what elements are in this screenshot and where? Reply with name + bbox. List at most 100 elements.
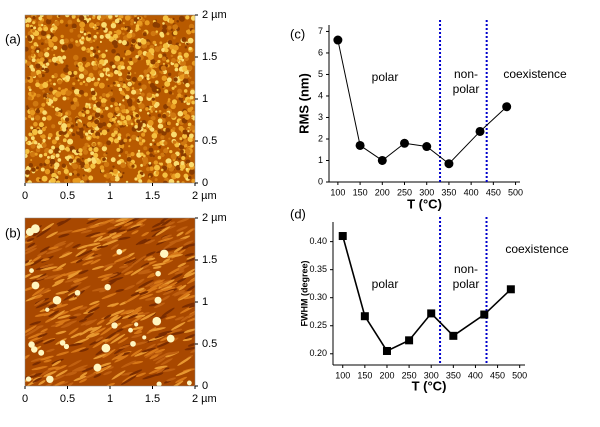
grain	[163, 148, 169, 154]
streak	[121, 360, 137, 368]
grain	[41, 102, 46, 107]
grain	[100, 97, 107, 104]
grain	[75, 102, 80, 107]
grain	[33, 26, 37, 30]
grain	[55, 136, 60, 141]
grain	[25, 136, 28, 142]
grain	[171, 58, 176, 63]
grain	[185, 82, 190, 88]
grain	[178, 43, 182, 47]
grain	[73, 88, 80, 95]
streak	[25, 260, 30, 265]
streak	[110, 272, 123, 279]
streak	[69, 316, 78, 320]
grain	[64, 111, 69, 116]
streak	[176, 231, 184, 237]
x-tick-label: 350	[446, 370, 461, 380]
grain	[166, 101, 172, 107]
grain	[34, 141, 38, 145]
grain	[159, 41, 163, 45]
grain	[38, 73, 43, 78]
streak	[118, 344, 131, 350]
grain	[131, 89, 137, 95]
streak	[169, 380, 184, 386]
streak	[135, 372, 147, 378]
grain	[25, 153, 28, 159]
y-tick-label: 1	[318, 155, 323, 165]
annotation: coexistence	[503, 67, 567, 81]
grain	[127, 106, 132, 111]
x-tick-label: 200	[375, 187, 390, 197]
streak	[78, 318, 88, 323]
grain	[166, 147, 170, 150]
streak	[131, 326, 144, 331]
grain	[182, 65, 188, 72]
grain	[36, 93, 40, 98]
streak	[31, 287, 45, 297]
streak	[36, 275, 49, 281]
grain	[83, 92, 88, 97]
x-tick-label: 350	[441, 187, 456, 197]
streak	[186, 255, 195, 260]
grain	[44, 67, 48, 72]
streak	[65, 241, 74, 248]
grain	[186, 29, 192, 35]
streak	[130, 348, 143, 357]
grain	[131, 164, 135, 168]
grain	[161, 130, 167, 136]
y-tick-label: 1.5	[202, 254, 217, 266]
grain	[58, 150, 61, 153]
streak	[124, 285, 135, 291]
grain	[154, 164, 160, 171]
y-tick-label: 0.20	[309, 348, 327, 358]
grain	[77, 15, 80, 17]
streak	[139, 291, 149, 296]
streak	[85, 303, 100, 312]
grain	[95, 61, 99, 65]
grain	[88, 17, 92, 21]
grain	[26, 17, 32, 23]
y-tick-label: 0.5	[202, 135, 217, 147]
x-axis-label: T (°C)	[407, 196, 442, 211]
grain	[125, 49, 131, 56]
x-tick-label: 150	[353, 187, 368, 197]
grain	[93, 152, 99, 158]
streak	[102, 349, 116, 359]
panel-label: (d)	[290, 206, 306, 221]
streak	[183, 268, 195, 277]
grain	[135, 29, 138, 32]
grain	[70, 38, 74, 42]
grain	[154, 63, 159, 67]
grain	[79, 162, 86, 168]
streak	[188, 303, 195, 308]
particle	[116, 249, 123, 255]
grain	[118, 154, 121, 157]
grain	[148, 175, 151, 178]
grain	[97, 122, 104, 129]
streak	[48, 246, 59, 250]
grain	[88, 147, 93, 152]
grain	[184, 148, 191, 155]
panel-label: (c)	[290, 26, 305, 41]
y-tick-label: 0.5	[202, 338, 217, 350]
streak	[115, 218, 133, 222]
grain	[62, 55, 67, 60]
x-tick-label: 400	[468, 370, 483, 380]
streak	[105, 366, 114, 370]
y-tick-label: 7	[318, 26, 323, 36]
grain	[102, 67, 107, 72]
grain	[41, 23, 44, 27]
streak	[135, 327, 144, 333]
grain	[72, 97, 78, 103]
grain	[66, 123, 71, 128]
grain	[46, 115, 52, 121]
grain	[131, 86, 135, 90]
streak	[77, 244, 90, 250]
grain	[41, 67, 45, 71]
grain	[162, 43, 169, 49]
grain	[120, 115, 126, 121]
grain	[135, 113, 140, 118]
streak	[37, 333, 48, 338]
grain	[88, 97, 92, 101]
grain	[163, 141, 168, 146]
